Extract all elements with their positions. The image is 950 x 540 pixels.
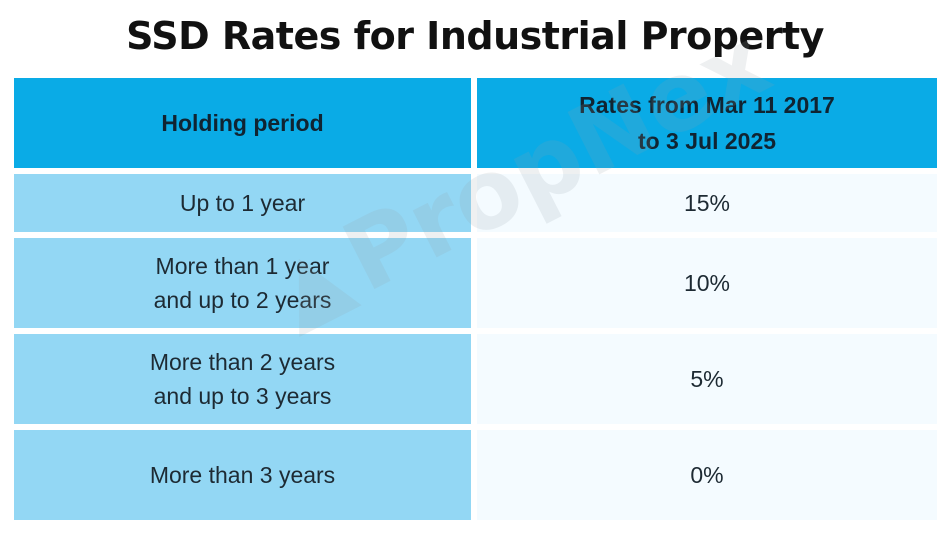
period-label: Up to 1 year — [179, 190, 306, 216]
rate-value: 10% — [683, 270, 731, 296]
period-label-line1: More than 1 year — [155, 253, 330, 279]
ssd-rates-table: Holding period Rates from Mar 11 2017 to… — [14, 78, 937, 522]
table-row-4-rate: 0% — [477, 430, 937, 520]
period-label-line1: More than 2 years — [149, 349, 336, 375]
rate-value: 15% — [683, 190, 731, 216]
table-row-1-period: Up to 1 year — [14, 174, 471, 232]
header-holding-period-label: Holding period — [161, 110, 324, 136]
page-title: SSD Rates for Industrial Property — [126, 14, 824, 58]
table-row-3-period: More than 2 years and up to 3 years — [14, 334, 471, 424]
period-label-line2: and up to 3 years — [153, 383, 332, 409]
period-label-line2: and up to 2 years — [153, 287, 332, 313]
header-rates-line2: to 3 Jul 2025 — [637, 128, 777, 154]
table-row-1-rate: 15% — [477, 174, 937, 232]
rate-value: 5% — [690, 366, 724, 392]
rate-value: 0% — [690, 462, 724, 488]
table-row-4-period: More than 3 years — [14, 430, 471, 520]
table-row-2-period: More than 1 year and up to 2 years — [14, 238, 471, 328]
header-holding-period: Holding period — [14, 78, 471, 168]
table-row-2-rate: 10% — [477, 238, 937, 328]
header-rates-line1: Rates from Mar 11 2017 — [579, 92, 835, 118]
header-rates: Rates from Mar 11 2017 to 3 Jul 2025 — [477, 78, 937, 168]
table-row-3-rate: 5% — [477, 334, 937, 424]
period-label: More than 3 years — [149, 462, 336, 488]
